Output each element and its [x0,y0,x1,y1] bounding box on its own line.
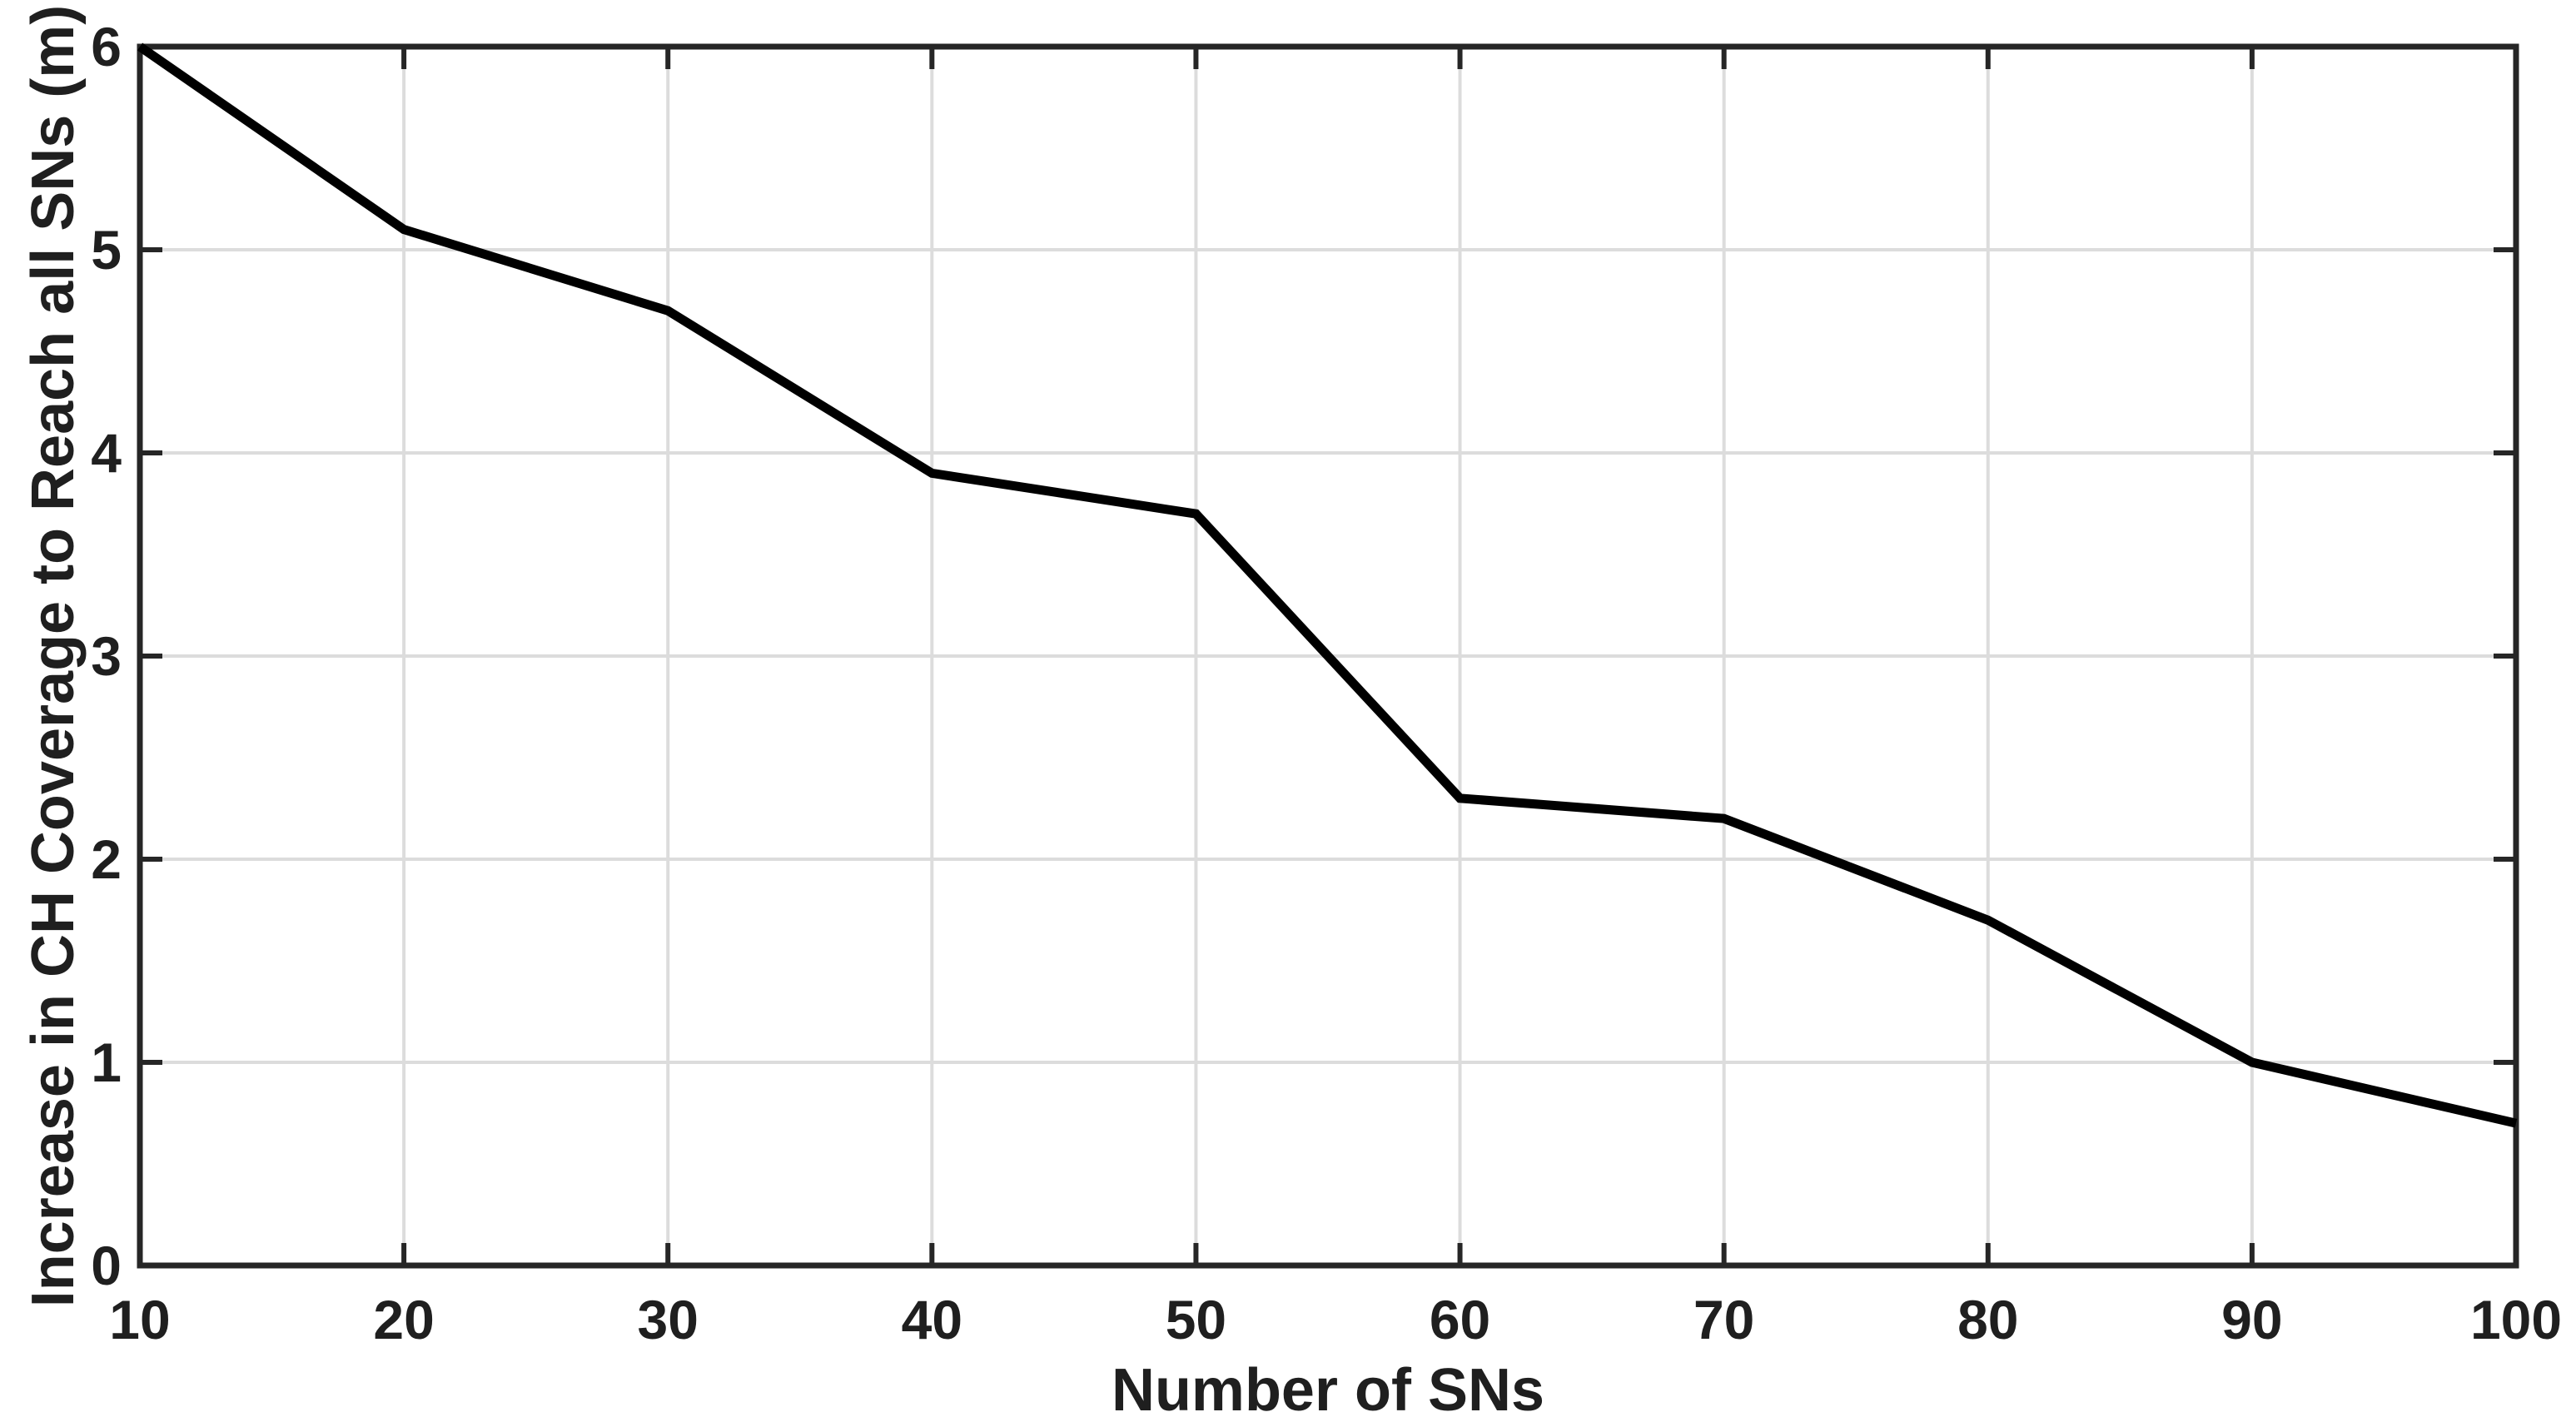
y-tick-label: 1 [91,1032,122,1093]
x-tick-label: 10 [109,1289,170,1350]
x-tick-label: 70 [1693,1289,1754,1350]
x-tick-label: 20 [373,1289,434,1350]
y-axis-label: Increase in CH Coverage to Reach all SNs… [20,5,87,1308]
x-tick-label: 100 [2470,1289,2562,1350]
y-tick-label: 3 [91,625,122,687]
y-tick-label: 5 [91,219,122,281]
x-tick-label: 80 [1957,1289,2018,1350]
y-tick-label: 2 [91,828,122,890]
x-tick-label: 60 [1430,1289,1490,1350]
y-tick-label: 4 [91,422,122,484]
y-tick-label: 0 [91,1235,122,1296]
x-tick-label: 30 [638,1289,699,1350]
data-line-increase-in-ch-coverage [137,42,2518,1128]
x-tick-label: 90 [2221,1289,2282,1350]
y-tick-label: 6 [91,16,122,77]
plot-frame [137,43,2519,1269]
x-axis-label: Number of SNs [1111,1357,1544,1424]
x-tick-label: 40 [902,1289,962,1350]
x-tick-label: 50 [1166,1289,1226,1350]
